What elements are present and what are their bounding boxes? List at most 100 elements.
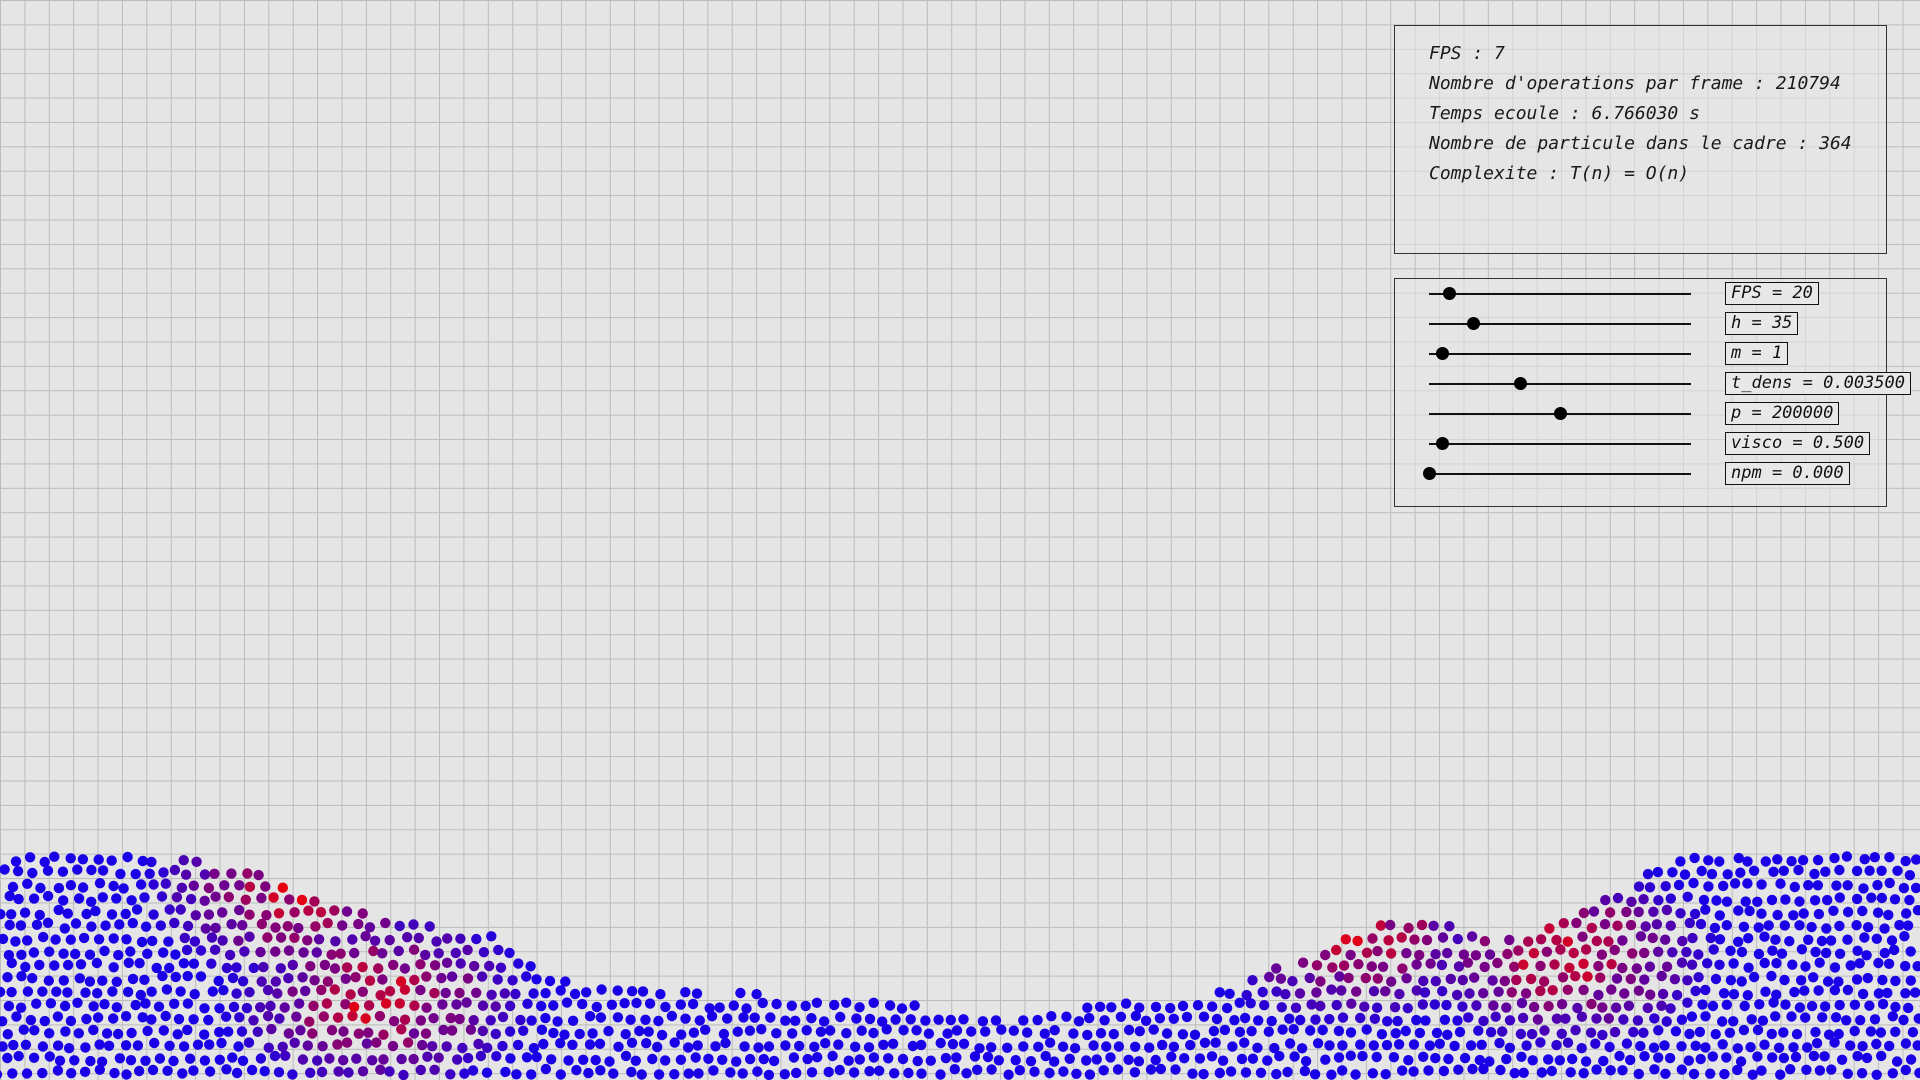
fps-slider-handle[interactable] (1443, 287, 1457, 300)
particle (270, 976, 281, 987)
particle (1794, 896, 1805, 907)
particle (1872, 907, 1884, 918)
particle (526, 1069, 537, 1080)
npm-slider-handle[interactable] (1422, 467, 1436, 480)
visco-slider-track[interactable] (1429, 437, 1691, 450)
particle (1864, 1000, 1875, 1011)
particle (1520, 988, 1532, 999)
particle (612, 985, 623, 996)
fps-slider-track[interactable] (1429, 287, 1691, 300)
particle (1266, 1015, 1277, 1027)
particle (820, 1038, 831, 1049)
h-slider-track[interactable] (1429, 317, 1691, 330)
particle (218, 985, 229, 996)
particle (641, 1038, 652, 1049)
particle (1326, 984, 1337, 995)
particle (142, 948, 153, 959)
npm-slider-track[interactable] (1422, 467, 1691, 480)
particle (147, 1064, 159, 1076)
particle (50, 934, 61, 945)
particle (1082, 1002, 1093, 1013)
particle (231, 962, 242, 973)
particle (35, 882, 46, 894)
t-dens-slider-handle[interactable] (1514, 377, 1528, 390)
particle (1693, 949, 1704, 960)
particle (482, 1042, 493, 1054)
particle (1441, 999, 1452, 1011)
particle (1541, 946, 1553, 957)
particle (1515, 1028, 1527, 1040)
particle (433, 1052, 444, 1063)
particle (1425, 958, 1436, 969)
p-slider-handle[interactable] (1553, 407, 1567, 420)
particle (455, 958, 466, 969)
particle (103, 1040, 115, 1052)
particle (111, 1002, 123, 1013)
particle (604, 1056, 615, 1067)
particle (1535, 960, 1546, 972)
particle (415, 1015, 427, 1026)
particle (1609, 1026, 1621, 1038)
particle (1484, 1056, 1495, 1067)
particle (469, 960, 480, 972)
particle (1551, 934, 1562, 946)
particle (10, 856, 22, 867)
particle (182, 1024, 193, 1036)
particle (1562, 984, 1574, 995)
particle (49, 851, 60, 862)
particle (92, 1012, 104, 1023)
particle (1368, 1040, 1380, 1051)
m-slider-track[interactable] (1429, 347, 1691, 360)
particle (242, 868, 253, 879)
visco-slider-handle[interactable] (1435, 437, 1449, 450)
particle (1130, 1041, 1141, 1053)
particle (1651, 919, 1663, 930)
particle (1554, 1055, 1566, 1066)
particle (182, 970, 193, 982)
particle (1633, 881, 1645, 892)
particle (216, 1037, 227, 1049)
particle (1443, 1053, 1454, 1065)
particle (446, 1025, 458, 1036)
particle (203, 1014, 214, 1026)
particle (986, 1042, 997, 1053)
m-slider-handle[interactable] (1435, 347, 1449, 360)
particle (1721, 896, 1733, 907)
particle (1797, 855, 1809, 866)
particle (151, 962, 162, 974)
h-slider-handle[interactable] (1467, 317, 1481, 330)
fps-stat: FPS : 7 (1429, 43, 1505, 64)
particle (455, 933, 466, 944)
particle (1082, 1029, 1093, 1041)
p-slider-track[interactable] (1429, 407, 1691, 420)
particle (1834, 892, 1846, 903)
particle (1495, 1064, 1506, 1076)
particle (1875, 1027, 1887, 1038)
particle (1444, 921, 1455, 932)
t-dens-slider-track[interactable] (1429, 377, 1691, 390)
particle (1857, 1041, 1868, 1052)
particle (318, 1011, 329, 1022)
particle (1297, 957, 1309, 968)
particle (1856, 1068, 1868, 1079)
particle (1044, 1037, 1056, 1048)
particle (1418, 975, 1429, 987)
particle (1794, 920, 1805, 931)
particle (1403, 922, 1414, 934)
particle (1414, 1027, 1426, 1039)
particle (1693, 972, 1704, 983)
particle (850, 1041, 861, 1053)
particle (1479, 936, 1491, 947)
particle (49, 960, 60, 971)
particle (62, 987, 73, 998)
particle (669, 1037, 680, 1048)
particle (62, 908, 73, 919)
particle (1770, 1011, 1781, 1022)
particle (234, 880, 245, 891)
particle (1859, 854, 1870, 865)
particle (317, 1041, 328, 1052)
particle (1682, 891, 1693, 902)
particle (1039, 1028, 1051, 1039)
particle (1682, 975, 1693, 986)
particle (7, 1068, 18, 1079)
